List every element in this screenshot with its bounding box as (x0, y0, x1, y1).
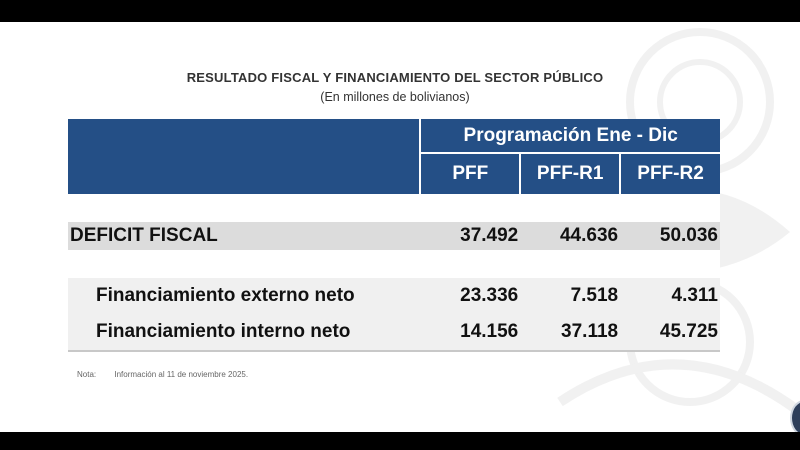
fiscal-table: Programación Ene - Dic PFF PFF-R1 PFF-R2… (68, 119, 720, 352)
cell-value: 50.036 (620, 222, 720, 250)
cell-value: 14.156 (420, 314, 521, 352)
table-row-deficit: DEFICIT FISCAL 37.492 44.636 50.036 (68, 222, 720, 250)
footnote-label: Nota: (77, 370, 97, 379)
table-row-external-financing: Financiamiento externo neto 23.336 7.518… (68, 278, 720, 314)
row-label: Financiamiento interno neto (68, 314, 421, 352)
column-header-pff-r2: PFF-R2 (620, 153, 720, 194)
column-header-pff-r1: PFF-R1 (520, 153, 622, 194)
spacer-row (68, 250, 720, 278)
table-header-row-group: Programación Ene - Dic (68, 119, 720, 194)
row-label: DEFICIT FISCAL (68, 222, 421, 250)
footnote-text: Información al 11 de noviembre 2025. (114, 370, 249, 379)
cell-value: 45.725 (620, 314, 720, 352)
cell-value: 7.518 (520, 278, 621, 314)
cell-value: 37.118 (520, 314, 621, 352)
group-header: Programación Ene - Dic (420, 119, 720, 154)
row-label: Financiamiento externo neto (68, 278, 421, 314)
header-blank-cell (68, 119, 422, 194)
slide: RESULTADO FISCAL Y FINANCIAMIENTO DEL SE… (0, 22, 800, 432)
cell-value: 37.492 (420, 222, 521, 250)
page-title: RESULTADO FISCAL Y FINANCIAMIENTO DEL SE… (186, 70, 604, 85)
column-header-pff: PFF (420, 153, 522, 194)
cell-value: 23.336 (420, 278, 521, 314)
table-header-row-columns: PFF PFF-R1 PFF-R2 (68, 153, 720, 194)
footnote: Nota: Información al 11 de noviembre 202… (77, 370, 248, 379)
spacer-row (68, 194, 720, 222)
cell-value: 4.311 (620, 278, 720, 314)
cell-value: 44.636 (520, 222, 621, 250)
page-subtitle: (En millones de bolivianos) (320, 90, 470, 104)
table-row-internal-financing: Financiamiento interno neto 14.156 37.11… (68, 314, 720, 352)
